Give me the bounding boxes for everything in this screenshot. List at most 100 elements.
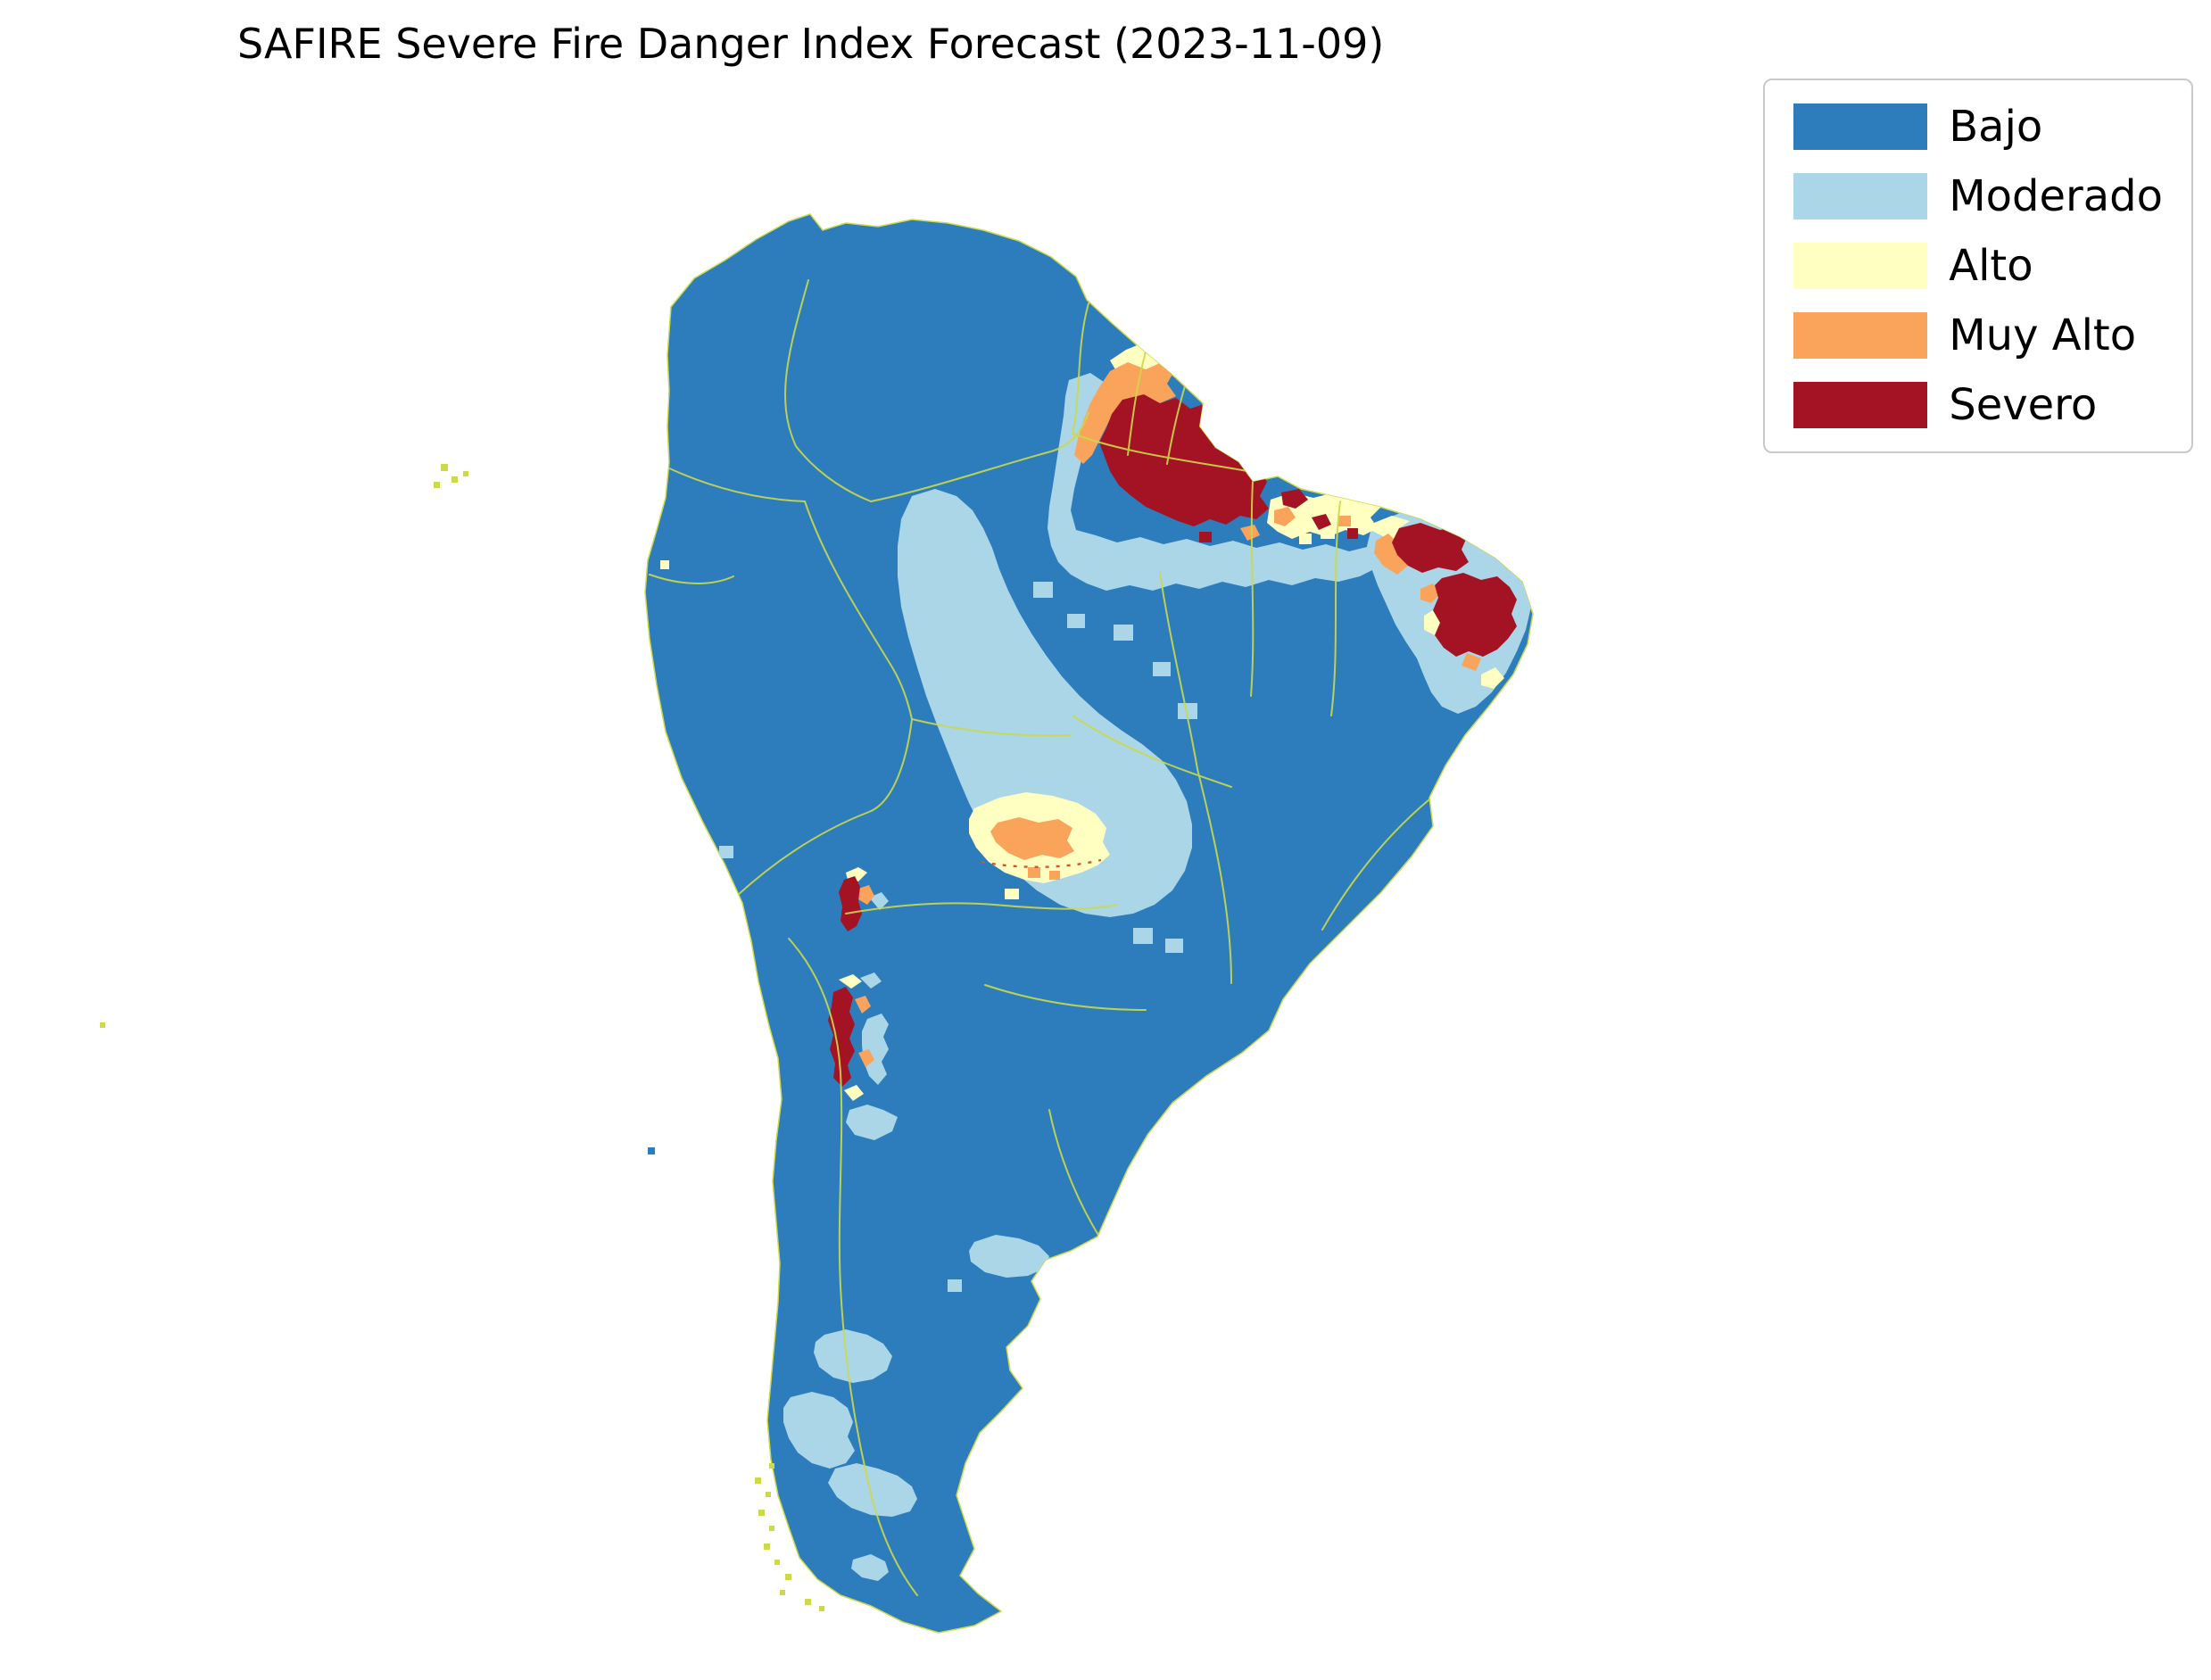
border-line	[1250, 481, 1255, 697]
island-speck-blue	[648, 1147, 655, 1154]
moderado-north-band	[1048, 373, 1385, 591]
severo-northeast-2	[1433, 573, 1517, 657]
severo-speck	[1199, 532, 1212, 542]
island-speck	[451, 476, 458, 483]
moderado-speck	[1133, 928, 1153, 944]
island-speck	[774, 1560, 780, 1565]
island-speck	[434, 482, 440, 488]
border-line	[870, 411, 1089, 502]
legend-item-muy-alto: Muy Alto	[1793, 312, 2163, 359]
moderado-patagonia-3	[828, 1463, 917, 1517]
moderado-chile-2	[860, 972, 882, 989]
muy-alto-east-1	[1274, 507, 1296, 526]
muy-alto-speck	[1028, 867, 1040, 878]
muy-alto-speck	[1049, 871, 1060, 880]
muy-alto-north-arc	[1074, 362, 1176, 464]
border-line	[845, 902, 1118, 914]
island-speck	[463, 471, 468, 476]
alto-speck	[1321, 526, 1335, 539]
muy-alto-northeast-3	[1462, 653, 1481, 671]
muy-alto-speck	[1338, 516, 1351, 526]
moderado-central-swath	[898, 489, 1192, 917]
legend-label-muy-alto: Muy Alto	[1949, 310, 2137, 360]
border-line	[1197, 768, 1232, 984]
legend-item-moderado: Moderado	[1793, 173, 2163, 219]
legend-item-bajo: Bajo	[1793, 103, 2163, 150]
legend-item-severo: Severo	[1793, 382, 2163, 428]
legend-swatch-muy-alto	[1793, 312, 1928, 359]
island-speck	[769, 1463, 774, 1469]
alto-northeast-1	[1370, 516, 1410, 542]
legend: Bajo Moderado Alto Muy Alto Severo	[1763, 79, 2193, 453]
island-speck	[100, 1022, 105, 1028]
island-specks	[100, 464, 824, 1611]
alto-speck	[1299, 534, 1312, 544]
legend-swatch-alto	[1793, 243, 1928, 289]
legend-item-alto: Alto	[1793, 243, 2163, 289]
border-line	[1072, 715, 1232, 788]
border-line	[649, 574, 734, 584]
alto-northeast-2	[1424, 610, 1440, 635]
severo-chile-strip-1	[839, 876, 862, 931]
muy-alto-northeast-1	[1374, 534, 1408, 575]
island-speck	[755, 1477, 761, 1484]
disputed-border-dashed	[981, 858, 1102, 868]
alto-speck	[1005, 889, 1019, 899]
moderado-patagonia-1	[814, 1329, 892, 1383]
moderado-speck	[1178, 703, 1197, 719]
muy-alto-chile-1	[858, 885, 874, 905]
moderado-speck	[1114, 625, 1133, 641]
alto-speck	[660, 560, 669, 569]
muy-alto-bolivia-core	[990, 817, 1074, 860]
island-speck	[819, 1606, 824, 1611]
muy-alto-chile-2	[855, 996, 871, 1014]
legend-swatch-moderado	[1793, 173, 1928, 219]
admin-boundaries	[649, 279, 1430, 1596]
alto-chile-3	[844, 1085, 864, 1101]
border-line	[1330, 501, 1341, 716]
moderado-chile-1	[869, 892, 889, 910]
moderado-argentina	[969, 1235, 1049, 1278]
border-line	[788, 938, 918, 1596]
legend-label-severo: Severo	[1949, 379, 2098, 430]
border-line	[1127, 351, 1147, 456]
severo-east-speck-1	[1281, 489, 1308, 509]
island-speck	[780, 1590, 785, 1595]
alto-chile-2	[839, 974, 862, 989]
border-line	[804, 501, 913, 720]
border-line	[1072, 433, 1248, 472]
border-line	[1159, 572, 1198, 770]
moderado-speck	[1165, 939, 1183, 953]
moderado-chile-4	[846, 1105, 898, 1140]
alto-northeast-3	[1481, 667, 1504, 689]
muy-alto-northeast-2	[1420, 583, 1440, 603]
danger-layer-muy-alto	[855, 362, 1481, 1067]
severo-chile-strip-2	[828, 987, 855, 1087]
severo-northeast-1	[1392, 523, 1469, 573]
legend-label-alto: Alto	[1949, 240, 2033, 291]
moderado-speck	[1033, 582, 1053, 598]
border-line	[984, 984, 1147, 1011]
muy-alto-chile-3	[858, 1049, 874, 1067]
island-speck	[769, 1526, 774, 1531]
moderado-speck	[1067, 614, 1085, 628]
border-line	[784, 279, 872, 502]
legend-swatch-severo	[1793, 382, 1928, 428]
island-speck	[758, 1510, 765, 1516]
island-speck	[764, 1543, 770, 1550]
island-speck	[441, 464, 448, 471]
border-line	[736, 718, 913, 897]
border-line	[1321, 799, 1430, 931]
muy-alto-east-2	[1240, 525, 1260, 541]
island-speck	[785, 1574, 791, 1580]
legend-swatch-bajo	[1793, 103, 1928, 150]
island-speck	[805, 1599, 811, 1605]
severo-speck	[1347, 528, 1358, 539]
severo-east-speck-2	[1312, 514, 1331, 530]
legend-label-bajo: Bajo	[1949, 101, 2043, 152]
moderado-speck	[948, 1279, 962, 1292]
moderado-chile-3	[862, 1014, 889, 1085]
border-line	[667, 467, 806, 502]
